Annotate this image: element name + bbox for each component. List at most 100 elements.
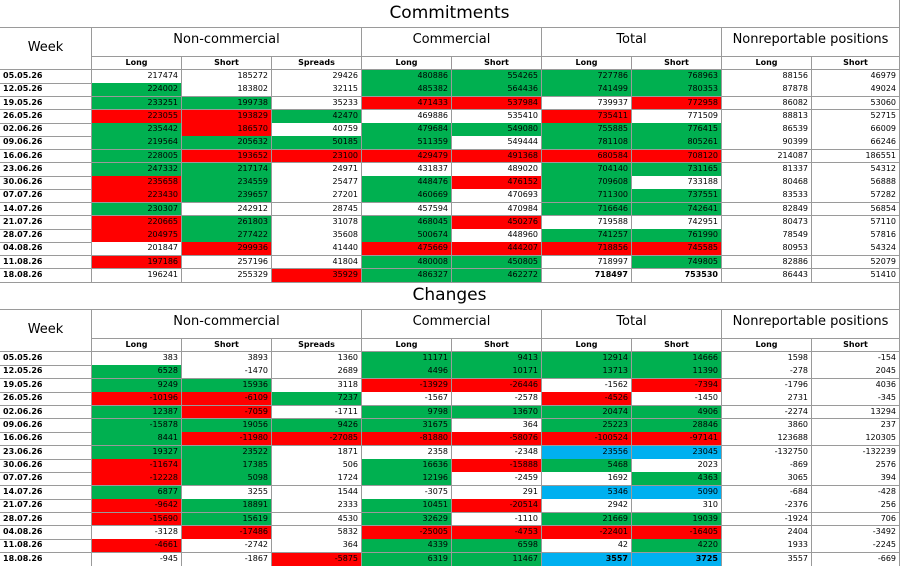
sub-header: Short xyxy=(452,339,542,352)
value-cell: -2274 xyxy=(722,405,812,420)
value-cell: -25005 xyxy=(362,525,452,540)
week-cell: 28.07.26 xyxy=(0,512,92,527)
week-cell: 12.05.26 xyxy=(0,365,92,380)
value-cell: 196241 xyxy=(92,268,182,283)
value-cell: 506 xyxy=(272,459,362,473)
value-cell: 185272 xyxy=(182,70,272,84)
value-cell: 40759 xyxy=(272,123,362,137)
value-cell: 199738 xyxy=(182,96,272,111)
value-cell: 741499 xyxy=(542,83,632,97)
value-cell: 475669 xyxy=(362,242,452,256)
value-cell: 480886 xyxy=(362,70,452,84)
value-cell: 54312 xyxy=(812,162,900,177)
value-cell: 489020 xyxy=(452,162,542,177)
value-cell: -2348 xyxy=(452,445,542,460)
value-cell: -1450 xyxy=(632,392,722,406)
value-cell: 193652 xyxy=(182,149,272,164)
value-cell: 9249 xyxy=(92,378,182,393)
value-cell: -2459 xyxy=(452,472,542,487)
value-cell: 468045 xyxy=(362,215,452,230)
value-cell: 52079 xyxy=(812,255,900,270)
sub-header: Spreads xyxy=(272,57,362,70)
value-cell: 214087 xyxy=(722,149,812,164)
week-cell: 07.07.26 xyxy=(0,472,92,487)
value-cell: 731165 xyxy=(632,162,722,177)
value-cell: -1796 xyxy=(722,378,812,393)
value-cell: 87878 xyxy=(722,83,812,97)
week-cell: 26.05.26 xyxy=(0,392,92,406)
value-cell: 255329 xyxy=(182,268,272,283)
value-cell: 19056 xyxy=(182,418,272,433)
value-cell: -17486 xyxy=(182,525,272,540)
value-cell: 193829 xyxy=(182,109,272,124)
value-cell: 564436 xyxy=(452,83,542,97)
value-cell: 41804 xyxy=(272,255,362,270)
value-cell: 476152 xyxy=(452,176,542,190)
value-cell: 718856 xyxy=(542,242,632,256)
value-cell: -1470 xyxy=(182,365,272,380)
section-title: Changes xyxy=(0,282,900,310)
value-cell: 753530 xyxy=(632,268,722,283)
value-cell: 13294 xyxy=(812,405,900,420)
value-cell: 460669 xyxy=(362,189,452,203)
group-header: Non-commercial xyxy=(92,310,362,339)
value-cell: 11390 xyxy=(632,365,722,380)
value-cell: 737551 xyxy=(632,189,722,203)
value-cell: -11980 xyxy=(182,432,272,447)
value-cell: -20514 xyxy=(452,499,542,513)
week-cell: 19.05.26 xyxy=(0,96,92,111)
value-cell: 5098 xyxy=(182,472,272,487)
value-cell: 35608 xyxy=(272,229,362,243)
value-cell: 708120 xyxy=(632,149,722,164)
value-cell: 299936 xyxy=(182,242,272,256)
value-cell: -10196 xyxy=(92,392,182,406)
value-cell: 444207 xyxy=(452,242,542,256)
value-cell: -4753 xyxy=(452,525,542,540)
value-cell: -16405 xyxy=(632,525,722,540)
value-cell: -1711 xyxy=(272,405,362,420)
value-cell: 1360 xyxy=(272,352,362,366)
value-cell: 11171 xyxy=(362,352,452,366)
value-cell: -869 xyxy=(722,459,812,473)
value-cell: 491368 xyxy=(452,149,542,164)
value-cell: 718997 xyxy=(542,255,632,270)
week-cell: 12.05.26 xyxy=(0,83,92,97)
value-cell: 291 xyxy=(452,485,542,500)
value-cell: 4220 xyxy=(632,539,722,554)
value-cell: 57282 xyxy=(812,189,900,203)
value-cell: 88156 xyxy=(722,70,812,84)
week-cell: 18.08.26 xyxy=(0,552,92,566)
value-cell: 228005 xyxy=(92,149,182,164)
value-cell: -4526 xyxy=(542,392,632,406)
value-cell: 2023 xyxy=(632,459,722,473)
value-cell: 9426 xyxy=(272,418,362,433)
value-cell: 78549 xyxy=(722,229,812,243)
value-cell: 120305 xyxy=(812,432,900,447)
value-cell: 12196 xyxy=(362,472,452,487)
value-cell: 535410 xyxy=(452,109,542,124)
value-cell: 745585 xyxy=(632,242,722,256)
value-cell: 500674 xyxy=(362,229,452,243)
value-cell: -154 xyxy=(812,352,900,366)
value-cell: 364 xyxy=(272,539,362,554)
value-cell: 781108 xyxy=(542,136,632,150)
value-cell: 706 xyxy=(812,512,900,527)
group-header: Nonreportable positions xyxy=(722,28,900,57)
value-cell: 3255 xyxy=(182,485,272,500)
week-cell: 21.07.26 xyxy=(0,499,92,513)
week-cell: 04.08.26 xyxy=(0,242,92,256)
value-cell: 32629 xyxy=(362,512,452,527)
value-cell: 66246 xyxy=(812,136,900,150)
sub-header: Long xyxy=(722,57,812,70)
value-cell: 511359 xyxy=(362,136,452,150)
value-cell: 49024 xyxy=(812,83,900,97)
value-cell: 88813 xyxy=(722,109,812,124)
value-cell: 15936 xyxy=(182,378,272,393)
value-cell: 3893 xyxy=(182,352,272,366)
value-cell: 749805 xyxy=(632,255,722,270)
week-cell: 16.06.26 xyxy=(0,432,92,447)
value-cell: 53060 xyxy=(812,96,900,111)
value-cell: 19039 xyxy=(632,512,722,527)
week-cell: 07.07.26 xyxy=(0,189,92,203)
